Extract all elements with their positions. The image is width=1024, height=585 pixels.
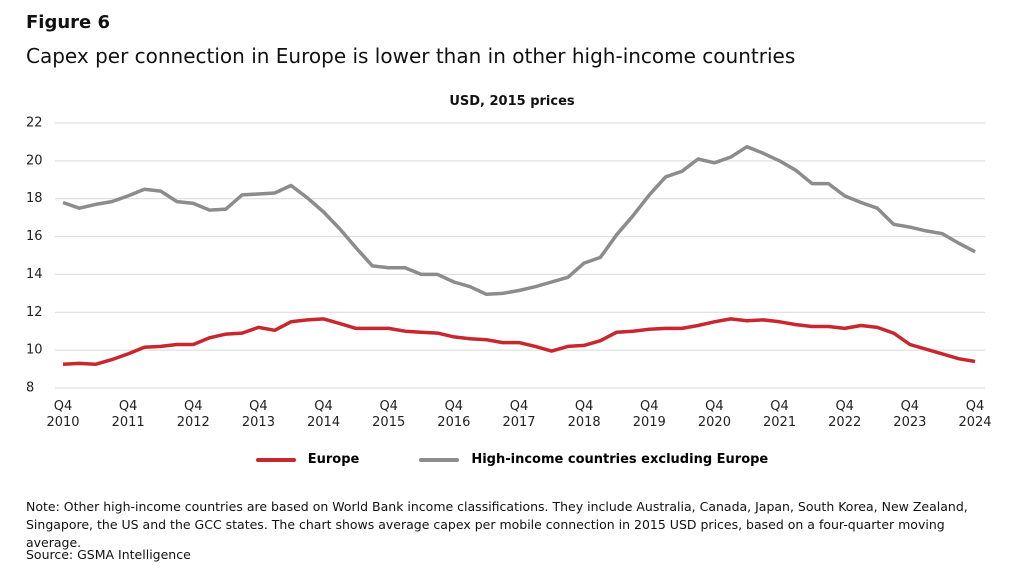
legend-label: Europe (307, 452, 360, 467)
x-tick-label: Q4 2017 (502, 399, 536, 430)
y-tick-label: 16 (26, 229, 43, 244)
y-tick-label: 20 (26, 153, 43, 168)
y-tick-label: 14 (26, 267, 43, 282)
x-tick-label: Q4 2023 (893, 399, 927, 430)
x-tick-label: Q4 2013 (241, 399, 275, 430)
y-tick-label: 10 (26, 343, 43, 358)
x-tick-label: Q4 2021 (763, 399, 797, 430)
legend-label: High-income countries excluding Europe (471, 452, 769, 467)
chart-title: Capex per connection in Europe is lower … (26, 44, 796, 68)
y-tick-label: 18 (26, 191, 43, 206)
x-tick-label: Q4 2012 (176, 399, 210, 430)
x-tick-label: Q4 2019 (632, 399, 666, 430)
source: Source: GSMA Intelligence (26, 547, 191, 562)
y-tick-label: 22 (26, 116, 43, 131)
x-tick-label: Q4 2011 (111, 399, 145, 430)
x-tick-label: Q4 2010 (46, 399, 80, 430)
series-line (62, 317, 976, 367)
legend: Europe High-income countries excluding Eu… (0, 452, 1024, 467)
x-tick-label: Q4 2020 (697, 399, 731, 430)
x-tick-label: Q4 2015 (372, 399, 406, 430)
legend-swatch (255, 457, 296, 462)
x-tick-label: Q4 2018 (567, 399, 601, 430)
x-tick-label: Q4 2024 (958, 399, 992, 430)
legend-item: Europe (255, 452, 360, 467)
x-tick-label: Q4 2014 (307, 399, 341, 430)
x-tick-label: Q4 2022 (828, 399, 862, 430)
y-tick-label: 8 (26, 381, 34, 396)
y-tick-label: 12 (26, 305, 43, 320)
series-line (62, 144, 976, 297)
legend-item: High-income countries excluding Europe (419, 452, 768, 467)
x-tick-label: Q4 2016 (437, 399, 471, 430)
note: Note: Other high-income countries are ba… (26, 499, 968, 550)
legend-swatch (419, 457, 460, 462)
y-axis-unit: USD, 2015 prices (449, 94, 575, 109)
figure-label: Figure 6 (26, 12, 111, 33)
